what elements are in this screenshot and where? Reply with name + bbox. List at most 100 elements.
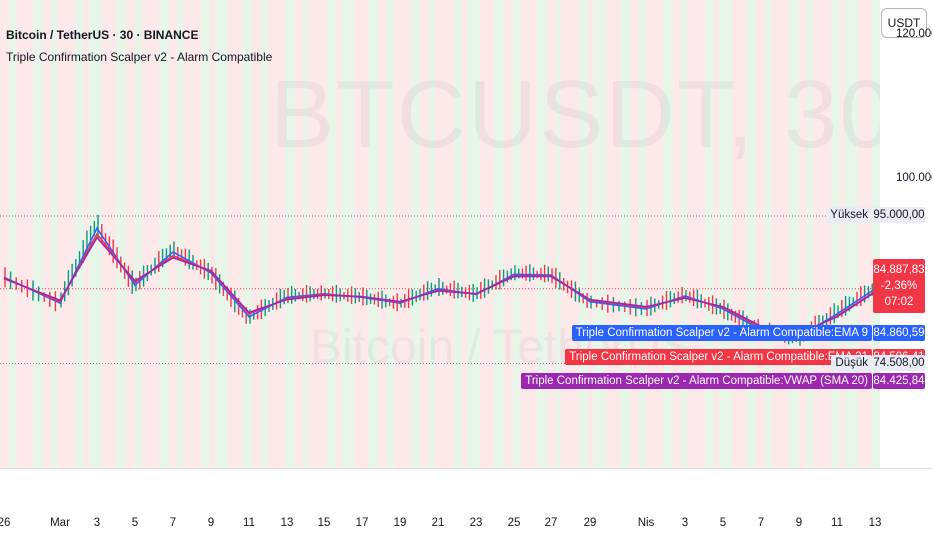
high-value: 95.000,00 bbox=[873, 207, 925, 223]
bull-band bbox=[807, 0, 813, 468]
ema21-label: Triple Confirmation Scalper v2 - Alarm C… bbox=[565, 348, 872, 365]
bear-band bbox=[406, 0, 411, 468]
bear-band bbox=[126, 0, 135, 468]
bear-band bbox=[110, 0, 116, 468]
time-tick: 11 bbox=[243, 517, 255, 529]
low-label: Düşük bbox=[831, 354, 872, 371]
bear-band bbox=[520, 0, 532, 468]
symbol-title[interactable]: Bitcoin / TetherUS · 30 · BINANCE bbox=[6, 28, 199, 42]
bear-band bbox=[813, 0, 824, 468]
bull-band bbox=[513, 0, 520, 468]
bull-band bbox=[387, 0, 394, 468]
price-axis[interactable] bbox=[880, 0, 932, 468]
bear-band bbox=[194, 0, 201, 468]
bull-band bbox=[411, 0, 421, 468]
bull-band bbox=[705, 0, 714, 468]
bear-band bbox=[866, 0, 872, 468]
bear-band bbox=[740, 0, 746, 468]
bear-band bbox=[561, 0, 572, 468]
time-tick: 13 bbox=[868, 517, 882, 529]
bear-band bbox=[268, 0, 280, 468]
bear-band bbox=[16, 0, 28, 468]
bear-band bbox=[673, 0, 681, 468]
bull-band bbox=[89, 0, 102, 468]
bull-band bbox=[872, 0, 880, 468]
bear-band bbox=[446, 0, 453, 468]
bear-band bbox=[228, 0, 236, 468]
bear-band bbox=[687, 0, 698, 468]
watermark-symbol: BTCUSDT, 30 bbox=[270, 61, 880, 168]
last-price: 84.887,83 bbox=[873, 263, 925, 276]
bull-band bbox=[831, 0, 840, 468]
time-tick: 17 bbox=[355, 517, 369, 529]
bull-band bbox=[663, 0, 673, 468]
time-tick: 3 bbox=[681, 517, 689, 529]
time-axis[interactable]: 26 Mar 3 5 7 9 11 13 15 17 19 21 23 25 27 29 Nis 3 5 7 9 11 13 bbox=[0, 468, 932, 551]
bull-band bbox=[494, 0, 504, 468]
bear-band bbox=[320, 0, 327, 468]
bear-band bbox=[824, 0, 831, 468]
bear-band bbox=[362, 0, 368, 468]
bull-band bbox=[51, 0, 57, 468]
bear-band bbox=[480, 0, 488, 468]
bull-band bbox=[303, 0, 309, 468]
bull-band bbox=[537, 0, 547, 468]
legend: Bitcoin / TetherUS · 30 · BINANCE Triple… bbox=[6, 28, 272, 72]
bull-band bbox=[453, 0, 462, 468]
bull-band bbox=[75, 0, 84, 468]
currency-button[interactable]: USDT bbox=[881, 8, 927, 38]
bear-band bbox=[658, 0, 663, 468]
ema9-label: Triple Confirmation Scalper v2 - Alarm C… bbox=[571, 324, 872, 341]
series-line-vwap-sma-20- bbox=[3, 236, 876, 335]
bear-band bbox=[210, 0, 215, 468]
price-tick: 100.000,00 bbox=[896, 172, 932, 184]
vwap-label: Triple Confirmation Scalper v2 - Alarm C… bbox=[521, 372, 872, 389]
bar-countdown: 07:02 bbox=[884, 295, 914, 308]
bull-band bbox=[765, 0, 772, 468]
time-tick: 15 bbox=[317, 517, 331, 529]
price-tick: 120.000,00 bbox=[896, 28, 932, 40]
bull-band bbox=[9, 0, 16, 468]
time-tick: 7 bbox=[169, 517, 177, 529]
bear-band bbox=[336, 0, 341, 468]
time-tick: Nis bbox=[637, 517, 655, 529]
time-tick: 13 bbox=[280, 517, 294, 529]
bear-band bbox=[572, 0, 579, 468]
bear-band bbox=[183, 0, 194, 468]
bear-band bbox=[0, 0, 9, 468]
bull-band bbox=[681, 0, 687, 468]
bear-band bbox=[43, 0, 51, 468]
bull-band bbox=[746, 0, 756, 468]
bear-band bbox=[606, 0, 614, 468]
time-tick: 5 bbox=[131, 517, 139, 529]
bear-band bbox=[252, 0, 261, 468]
time-tick: 29 bbox=[583, 517, 597, 529]
bear-band bbox=[698, 0, 705, 468]
time-tick: 25 bbox=[507, 517, 521, 529]
bear-band bbox=[236, 0, 242, 468]
chart-area[interactable]: BTCUSDT, 30 Bitcoin / TetherUS Bitcoin /… bbox=[0, 0, 880, 468]
time-tick: 7 bbox=[757, 517, 765, 529]
bear-band bbox=[840, 0, 845, 468]
bull-band bbox=[177, 0, 183, 468]
bear-band bbox=[280, 0, 285, 468]
vwap-value: 84.425,84 bbox=[873, 372, 925, 389]
bear-band bbox=[169, 0, 177, 468]
signal-bands bbox=[0, 0, 880, 468]
bear-band bbox=[378, 0, 387, 468]
bear-band bbox=[28, 0, 33, 468]
low-value: 74.508,00 bbox=[873, 354, 925, 371]
time-tick: 27 bbox=[544, 517, 558, 529]
time-tick: 23 bbox=[469, 517, 483, 529]
bear-band bbox=[488, 0, 494, 468]
time-tick: 9 bbox=[795, 517, 803, 529]
bull-band bbox=[285, 0, 295, 468]
indicator-title[interactable]: Triple Confirmation Scalper v2 - Alarm C… bbox=[6, 50, 273, 64]
bear-band bbox=[547, 0, 555, 468]
bull-band bbox=[327, 0, 336, 468]
time-tick: 21 bbox=[431, 517, 445, 529]
bull-band bbox=[135, 0, 142, 468]
bear-band bbox=[57, 0, 68, 468]
bull-band bbox=[242, 0, 252, 468]
bear-band bbox=[858, 0, 866, 468]
